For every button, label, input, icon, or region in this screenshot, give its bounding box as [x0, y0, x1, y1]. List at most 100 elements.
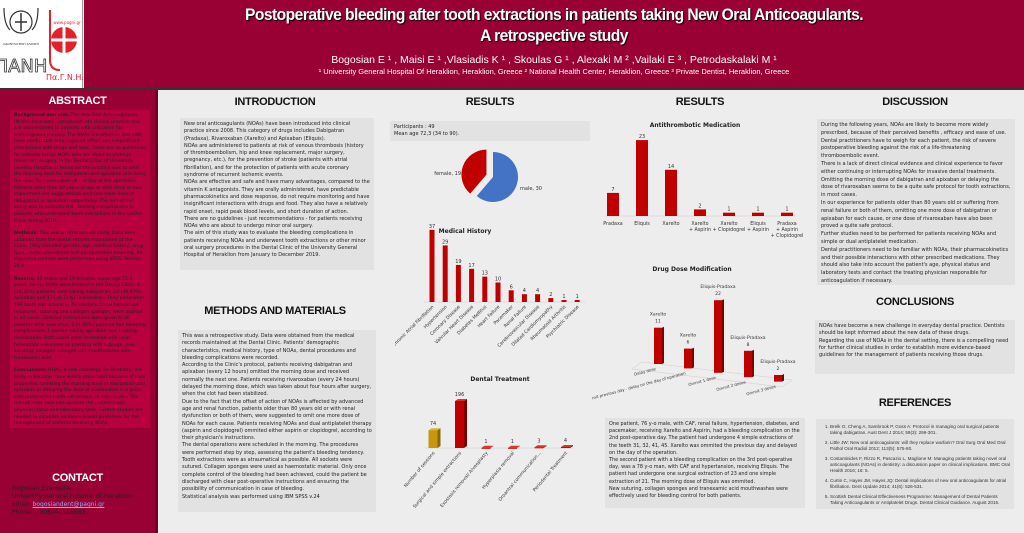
discussion-paragraph: Omitting the morning dose of dabigatran …: [821, 176, 1011, 199]
category-label-part: Eliquis: [750, 221, 766, 227]
conclusions-box: NOAs have become a new challenge in ever…: [815, 320, 1015, 374]
abstract-box: Background and aim: The New Oral Anticoa…: [10, 110, 150, 428]
bar-side: [490, 445, 494, 448]
bar: [574, 300, 580, 302]
bar-value-label: 6: [510, 284, 513, 290]
bar-value-label: 22: [715, 291, 721, 297]
pie-label-female: female, 19: [434, 171, 461, 177]
discussion-heading: DISCUSSION: [882, 96, 948, 108]
bar: [495, 282, 501, 302]
bar-value-label: 6: [687, 340, 690, 346]
abstract-heading: ABSTRACT: [48, 95, 107, 107]
abstract-methods-label: Methods:: [14, 231, 39, 237]
bar: [744, 350, 752, 378]
bar: [752, 212, 764, 216]
bar: [654, 327, 662, 364]
bar-top: [455, 398, 467, 401]
reference-item: Little JW: New oral anticoagulants: will…: [830, 440, 1010, 452]
chart-title: Drug Dose Modification: [652, 266, 731, 273]
bar: [534, 447, 544, 449]
abstract-conclusions-label: Conclusions:: [14, 368, 47, 374]
logos-panel: ΟΔΟΝΤΙΑΤΡΙΚΗ ΚΛΙΝΙΚΗ ΠΑΝΗ www.pagni.gr Π…: [0, 0, 84, 88]
discussion-paragraph: During the following years, NOAs are lik…: [821, 122, 1007, 136]
abstract-conclusions-text: NOAs, a new challenge for Dentistry, are…: [14, 368, 146, 427]
bar-value-label: 37: [429, 224, 435, 230]
category-label-part: Pradaxa: [603, 221, 623, 227]
category-label: Renal Failure: [503, 304, 528, 329]
university-logo: ΟΔΟΝΤΙΑΤΡΙΚΗ ΚΛΙΝΙΚΗ ΠΑΝΗ www.pagni.gr Π…: [0, 7, 84, 82]
abstract-background-label: Background and aim:: [14, 113, 70, 118]
discussion-paragraph: There is a lack of direct clinical evide…: [821, 160, 1003, 175]
poster-title-line2: A retrospective study: [480, 26, 628, 45]
series-label: Eliquis-Pradaxa: [760, 359, 795, 365]
intro-paragraph: The aim of this study was to evaluate th…: [184, 230, 366, 259]
contact-name: Bogosian Evangelia: [12, 485, 71, 492]
methods-paragraph: This was a retrospective study. Data wer…: [182, 333, 356, 361]
category-label: Exostosis removal/ Alveoplasty: [439, 450, 490, 509]
logo-right-text: Πα.Γ.Ν.Η.: [46, 73, 83, 82]
bar-top: [428, 428, 441, 431]
chart-title: Medical History: [439, 228, 492, 235]
category-label: Heart Failure: [476, 304, 501, 329]
abstract-results-label: Results:: [14, 276, 35, 282]
case-paragraph: The second patient with a bleeding compl…: [609, 457, 793, 485]
series-label: Xarelto: [680, 333, 697, 339]
bar-value-label: 11: [655, 319, 661, 325]
category-label-part: + Aspirin: [689, 227, 711, 233]
introduction-heading: INTRODUCTION: [234, 96, 316, 108]
bar: [684, 348, 692, 369]
bar-value-label: 1: [756, 207, 759, 213]
pie-slice-female: [461, 149, 487, 194]
bar-side: [782, 374, 784, 382]
bar-value-label: 196: [455, 392, 465, 398]
bar: [636, 140, 648, 216]
reference-item: Curtin C, Hayes JM, Hayes JQ: Dental imp…: [830, 478, 1010, 490]
antithrombotic-medication-chart: Antithrombotic Medication 7 Pradaxa Pradaxa…: [603, 122, 803, 239]
bar: [535, 294, 541, 302]
bar: [714, 300, 722, 373]
category-label: Ommit 1 dose: [688, 375, 717, 387]
bar-value-label: 4: [536, 288, 539, 294]
bar-value-label: 1: [484, 439, 487, 445]
bar-side: [437, 428, 441, 448]
participants-count: Participants : 49: [394, 124, 435, 130]
contact-heading: CONTACT: [52, 472, 103, 484]
bar-value-label: 1: [511, 439, 514, 445]
authors: Bogosian E ¹ , Maisi E ¹ ,Vlasiadis K ¹ …: [331, 54, 777, 66]
category-label: Ommit 3 doses: [746, 384, 777, 397]
bar-value-label: 19: [455, 259, 461, 265]
conclusions-paragraph: NOAs have become a new challenge in ever…: [819, 323, 1005, 337]
intro-paragraph: There are no guidelines - just recommend…: [184, 215, 363, 230]
discussion-paragraph: Dental practitioners need to be familiar…: [821, 246, 1009, 284]
case-paragraph: One patient, 76 y-o male, with CAF, rena…: [609, 421, 800, 456]
bar-side: [570, 445, 573, 448]
bar: [508, 290, 514, 302]
discussion-paragraph: Further studies need to be performed for…: [821, 231, 997, 245]
bar: [455, 264, 461, 302]
category-label-part: Xarelto: [691, 221, 708, 227]
category-label: Oroantral communication...: [497, 450, 542, 502]
intro-paragraph: NOAs are effective and safe and have man…: [184, 179, 370, 215]
contact-email-link[interactable]: bogosiandent@pagni.gr: [32, 501, 105, 508]
bar-value-label: 17: [468, 263, 474, 269]
contact-email-label: Email:: [12, 501, 33, 508]
bar: [508, 447, 517, 449]
bar: [774, 375, 782, 382]
methods-heading: METHODS AND MATERIALS: [204, 305, 346, 317]
category-label-part: Eliquis: [634, 221, 650, 227]
series-label: Eliquis-Pradaxa: [730, 335, 765, 341]
reference-item: Brelk O, Cheng A, Sambrook P, Goss A: Pr…: [830, 424, 1010, 436]
bar-top: [534, 445, 547, 448]
references-heading: REFERENCES: [878, 397, 952, 409]
bar: [548, 298, 554, 302]
bar-value-label: 1: [785, 207, 788, 213]
intro-paragraph: NOAs are administered to patients at ris…: [184, 142, 364, 179]
bar-side: [752, 349, 754, 378]
conclusions-heading: CONCLUSIONS: [876, 296, 954, 308]
gender-pie-chart: male, 30 female, 19: [434, 149, 542, 202]
category-label-part: + Aspirin: [747, 227, 769, 233]
methods-paragraph: Statistical analysis was performed using…: [182, 493, 320, 500]
